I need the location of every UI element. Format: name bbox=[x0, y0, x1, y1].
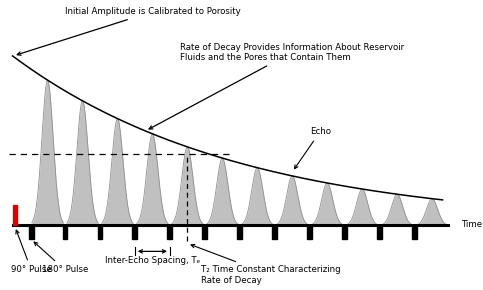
Bar bbox=[98, 225, 102, 240]
Bar bbox=[412, 225, 417, 240]
Text: 180° Pulse: 180° Pulse bbox=[34, 242, 88, 274]
Text: Initial Amplitude is Calibrated to Porosity: Initial Amplitude is Calibrated to Poros… bbox=[17, 7, 241, 55]
Text: Echo: Echo bbox=[295, 127, 331, 168]
Text: T₂ Time Constant Characterizing
Rate of Decay: T₂ Time Constant Characterizing Rate of … bbox=[191, 244, 341, 285]
Bar bbox=[377, 225, 382, 240]
Bar bbox=[237, 225, 242, 240]
Text: Time: Time bbox=[462, 220, 483, 229]
Bar bbox=[132, 225, 137, 240]
Text: 90° Pulse: 90° Pulse bbox=[11, 230, 52, 274]
Bar bbox=[202, 225, 207, 240]
Bar bbox=[342, 225, 347, 240]
Bar bbox=[29, 225, 34, 240]
Bar bbox=[63, 225, 68, 240]
Bar bbox=[168, 225, 172, 240]
Bar bbox=[307, 225, 312, 240]
Bar bbox=[272, 225, 277, 240]
Text: Rate of Decay Provides Information About Reservoir
Fluids and the Pores that Con: Rate of Decay Provides Information About… bbox=[149, 43, 404, 129]
Bar bbox=[13, 206, 17, 225]
Text: Inter-Echo Spacing, Tₑ: Inter-Echo Spacing, Tₑ bbox=[105, 256, 200, 265]
